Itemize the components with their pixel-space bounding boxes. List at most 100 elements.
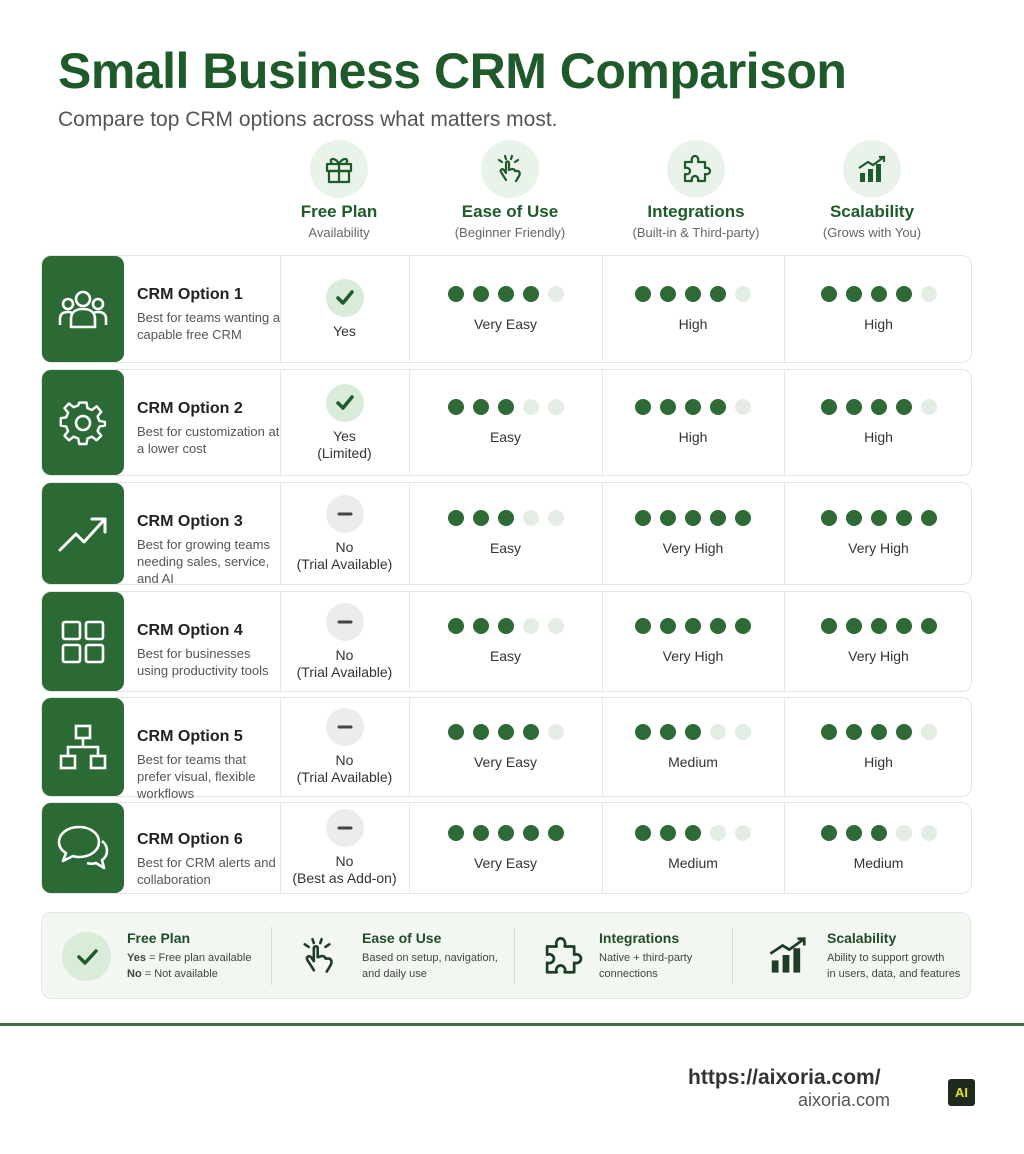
integrations-value: Very High xyxy=(662,540,724,556)
legend-title: Ease of Use xyxy=(362,930,442,946)
scalability-value: Medium xyxy=(853,854,904,871)
ease-cell: Very Easy xyxy=(409,803,602,893)
rating-dot xyxy=(522,399,539,415)
crm-description: Best for customization at a lower cost xyxy=(137,424,280,456)
footer-url[interactable]: https://aixoria.com/ xyxy=(688,1066,881,1089)
ease-value: Easy xyxy=(489,540,522,556)
rating-dot xyxy=(870,723,887,740)
rating-dot xyxy=(447,399,464,415)
rating-dot xyxy=(870,510,887,526)
scalability-cell: High xyxy=(784,698,973,796)
crm-name: CRM Option 6 xyxy=(137,831,243,848)
legend-title: Integrations xyxy=(599,930,680,946)
rating-dot xyxy=(710,723,726,740)
ease-value: Very Easy xyxy=(473,854,538,871)
rating-dot xyxy=(735,618,751,634)
cell-divider xyxy=(280,370,281,475)
rating-dots xyxy=(447,723,564,740)
crm-name: CRM Option 1 xyxy=(137,286,243,303)
rating-dot xyxy=(820,399,837,415)
hierarchy-icon xyxy=(42,698,124,796)
rating-dot xyxy=(920,510,937,526)
crm-name-block: CRM Option 1 Best for teams wanting a ca… xyxy=(137,286,282,343)
cell-divider xyxy=(409,592,410,691)
rating-dot xyxy=(845,824,862,841)
cell-divider xyxy=(409,803,410,893)
free-plan-cell: No (Trial Available) xyxy=(280,483,409,584)
scalability-cell: High xyxy=(784,256,973,362)
rating-dot xyxy=(710,285,726,302)
rating-dots xyxy=(635,824,751,841)
rating-dot xyxy=(735,285,751,302)
growth-chart-icon xyxy=(765,931,811,984)
rating-dot xyxy=(660,285,676,302)
scalability-value: High xyxy=(864,753,893,770)
free-plan-value: No (Best as Add-on) xyxy=(292,853,397,886)
cell-divider xyxy=(784,592,785,691)
rating-dot xyxy=(845,285,862,302)
rating-dot xyxy=(472,399,489,415)
column-header-ease-of-use: Ease of Use (Beginner Friendly) xyxy=(415,140,605,240)
rating-dot xyxy=(735,510,751,526)
column-label: Free Plan xyxy=(300,202,378,221)
crm-description: Best for CRM alerts and collaboration xyxy=(137,855,276,887)
rating-dot xyxy=(845,399,862,415)
cell-divider xyxy=(409,698,410,796)
minus-icon xyxy=(325,494,364,533)
column-label: Scalability xyxy=(829,202,915,221)
crm-row: CRM Option 5 Best for teams that prefer … xyxy=(41,697,973,801)
rating-dot xyxy=(635,824,651,841)
crm-name-block: CRM Option 5 Best for teams that prefer … xyxy=(137,728,282,802)
cell-divider xyxy=(602,803,603,893)
rating-dot xyxy=(920,723,937,740)
cell-divider xyxy=(409,370,410,475)
crm-description: Best for teams wanting a capable free CR… xyxy=(137,310,281,342)
rating-dots xyxy=(447,399,564,415)
column-sublabel: Availability xyxy=(308,225,370,240)
rating-dots xyxy=(635,723,751,740)
ease-cell: Easy xyxy=(409,483,602,584)
integrations-cell: High xyxy=(602,370,784,475)
rating-dot xyxy=(547,399,564,415)
rating-dot xyxy=(845,723,862,740)
growth-chart-icon xyxy=(843,140,901,198)
rating-dot xyxy=(710,824,726,841)
legend-ease-of-use: Ease of Use Based on setup, navigation, … xyxy=(297,913,512,1000)
rating-dot xyxy=(522,824,539,841)
rating-dot xyxy=(660,510,676,526)
crm-row: CRM Option 2 Best for customization at a… xyxy=(41,369,972,476)
rating-dot xyxy=(497,399,514,415)
rating-dot xyxy=(660,618,676,634)
rating-dot xyxy=(685,285,701,302)
integrations-cell: Medium xyxy=(602,803,784,893)
rating-dot xyxy=(447,824,464,841)
crm-name-block: CRM Option 4 Best for businesses using p… xyxy=(137,622,282,679)
rating-dot xyxy=(447,285,464,302)
rating-dot xyxy=(870,399,887,415)
check-icon xyxy=(62,932,111,981)
minus-icon xyxy=(325,809,364,847)
rating-dots xyxy=(635,618,751,634)
rating-dot xyxy=(920,618,937,634)
legend-line: and daily use xyxy=(362,968,427,980)
rating-dot xyxy=(447,510,464,526)
scalability-cell: High xyxy=(784,370,973,475)
integrations-cell: High xyxy=(602,256,784,362)
crm-row: CRM Option 6 Best for CRM alerts and col… xyxy=(41,802,972,894)
minus-icon xyxy=(325,708,364,746)
free-plan-cell: Yes (Limited) xyxy=(280,370,409,475)
column-label: Integrations xyxy=(647,202,745,221)
integrations-cell: Very High xyxy=(602,592,784,691)
legend-line: in users, data, and features xyxy=(827,968,961,980)
cell-divider xyxy=(280,483,281,584)
rating-dot xyxy=(685,510,701,526)
integrations-value: High xyxy=(678,429,708,445)
rating-dot xyxy=(522,285,539,302)
crm-description: Best for growing teams needing sales, se… xyxy=(137,537,270,586)
ai-logo: AI xyxy=(948,1079,975,1106)
users-icon xyxy=(42,256,124,362)
column-header-integrations: Integrations (Built-in & Third-party) xyxy=(601,140,791,240)
rating-dots xyxy=(447,510,564,526)
crm-name: CRM Option 2 xyxy=(137,400,243,417)
rating-dot xyxy=(497,824,514,841)
